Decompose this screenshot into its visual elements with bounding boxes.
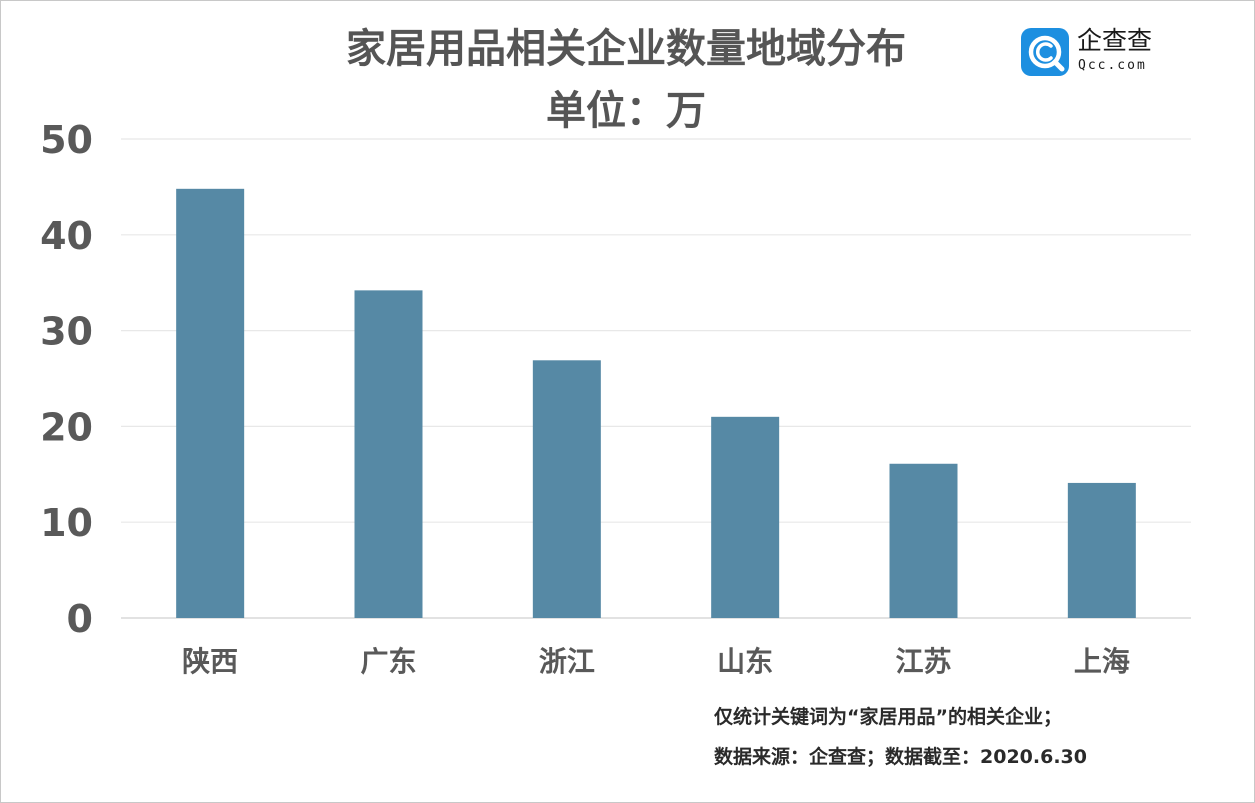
bar: [889, 463, 958, 618]
y-tick-label: 10: [40, 501, 93, 545]
footnote-scope: 仅统计关键词为“家居用品”的相关企业；: [714, 706, 1062, 728]
bar: [532, 360, 601, 618]
bar: [711, 416, 780, 618]
qcc-logo-icon: [1021, 28, 1069, 76]
x-axis-ticks: 陕西 广东 浙江 山东 江苏 上海: [182, 645, 1130, 678]
bar: [354, 290, 423, 618]
chart-subtitle: 单位：万: [546, 88, 706, 134]
logo-name: 企查查: [1077, 26, 1153, 55]
y-tick-label: 30: [40, 310, 93, 354]
x-tick-label: 浙江: [539, 645, 595, 678]
x-tick-label: 广东: [360, 645, 416, 678]
logo-domain: Qcc.com: [1078, 58, 1147, 73]
grid-lines: [121, 138, 1191, 619]
x-tick-label: 山东: [717, 645, 773, 678]
x-tick-label: 上海: [1074, 645, 1130, 678]
y-tick-label: 40: [40, 214, 93, 258]
chart-title: 家居用品相关企业数量地域分布: [346, 26, 906, 72]
qcc-logo: 企查查 Qcc.com: [1021, 26, 1171, 78]
bars: [176, 188, 1136, 619]
y-tick-label: 50: [40, 118, 93, 162]
x-tick-label: 江苏: [895, 645, 951, 678]
bar: [176, 188, 245, 619]
footnote-source: 数据来源：企查查；数据截至：2020.6.30: [714, 746, 1087, 768]
x-tick-label: 陕西: [182, 645, 238, 678]
y-tick-label: 20: [40, 405, 93, 449]
bar: [1067, 482, 1136, 618]
y-tick-label: 0: [67, 597, 93, 641]
y-axis-ticks: 0 10 20 30 40 50: [40, 118, 93, 641]
